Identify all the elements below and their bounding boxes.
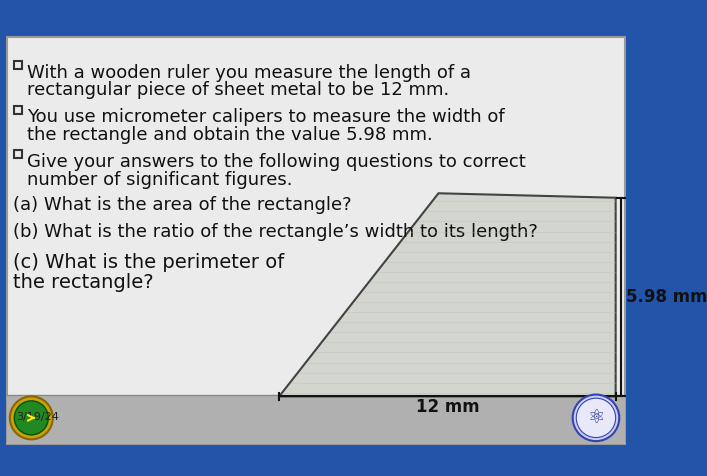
Bar (14, 106, 23, 114)
Text: ⚛: ⚛ (588, 408, 604, 427)
Bar (7, 395, 624, 444)
Text: With a wooden ruler you measure the length of a: With a wooden ruler you measure the leng… (27, 63, 471, 81)
Polygon shape (279, 193, 616, 397)
Text: Give your answers to the following questions to correct: Give your answers to the following quest… (27, 153, 525, 171)
Text: the rectangle?: the rectangle? (13, 273, 153, 292)
Text: number of significant figures.: number of significant figures. (27, 171, 293, 189)
Text: 3/19/24: 3/19/24 (16, 412, 59, 422)
Bar (14, 61, 23, 69)
Bar (14, 150, 23, 159)
Circle shape (10, 397, 53, 439)
Text: (a) What is the area of the rectangle?: (a) What is the area of the rectangle? (13, 196, 351, 214)
Circle shape (14, 401, 48, 435)
Text: 5.98 mm: 5.98 mm (626, 288, 707, 306)
Text: the rectangle and obtain the value 5.98 mm.: the rectangle and obtain the value 5.98 … (27, 126, 433, 144)
Text: (b) What is the ratio of the rectangle’s width to its length?: (b) What is the ratio of the rectangle’s… (13, 223, 537, 241)
Circle shape (573, 395, 619, 441)
Text: 12 mm: 12 mm (416, 398, 479, 416)
Text: rectangular piece of sheet metal to be 12 mm.: rectangular piece of sheet metal to be 1… (27, 81, 449, 99)
Text: (c) What is the perimeter of: (c) What is the perimeter of (13, 253, 284, 272)
Circle shape (576, 398, 616, 437)
Text: You use micrometer calipers to measure the width of: You use micrometer calipers to measure t… (27, 108, 505, 126)
